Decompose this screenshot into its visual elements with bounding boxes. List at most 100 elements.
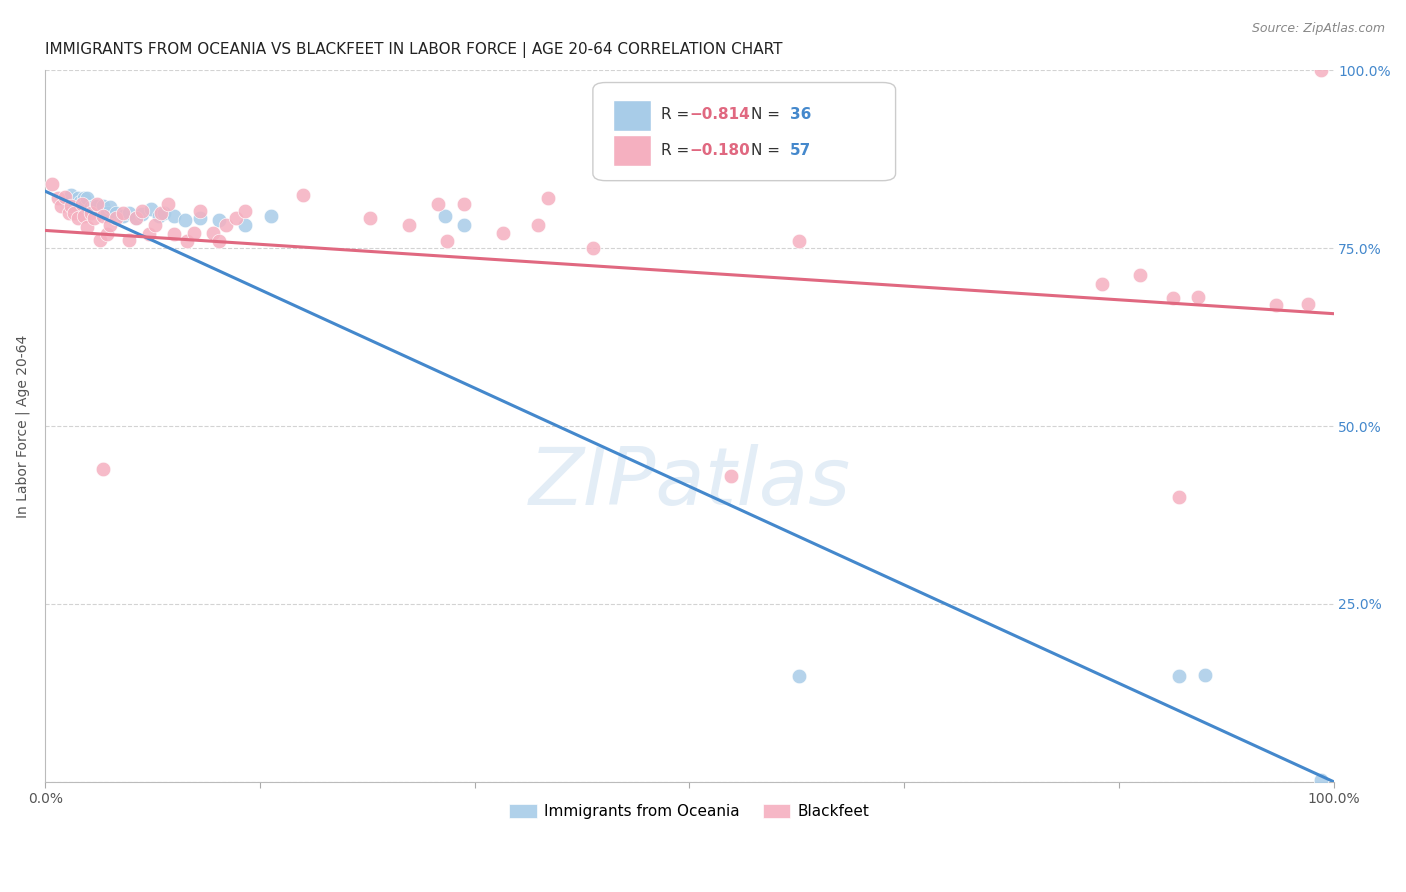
Point bbox=[118, 205, 141, 219]
Point bbox=[138, 227, 160, 241]
Point bbox=[233, 219, 256, 233]
Point bbox=[86, 198, 108, 212]
Point bbox=[62, 198, 84, 212]
Point bbox=[201, 226, 224, 240]
Point bbox=[96, 205, 118, 219]
Point bbox=[105, 211, 128, 226]
Point bbox=[111, 205, 134, 219]
Point bbox=[150, 205, 173, 219]
Point bbox=[453, 197, 475, 211]
Point bbox=[173, 212, 195, 227]
Point bbox=[143, 219, 166, 233]
Point bbox=[215, 219, 238, 233]
Point bbox=[93, 461, 115, 475]
Point bbox=[1161, 291, 1184, 305]
Text: R =: R = bbox=[661, 107, 695, 122]
Point bbox=[436, 234, 458, 248]
Point bbox=[1091, 277, 1114, 291]
Point bbox=[1264, 298, 1286, 312]
Point bbox=[49, 198, 72, 212]
Point bbox=[62, 205, 84, 219]
Point bbox=[41, 178, 63, 192]
Point bbox=[153, 205, 176, 219]
Point bbox=[1309, 773, 1331, 788]
Point bbox=[93, 198, 115, 212]
Point bbox=[79, 200, 101, 214]
Point bbox=[188, 204, 211, 219]
FancyBboxPatch shape bbox=[613, 100, 651, 131]
Point bbox=[83, 211, 105, 226]
Text: −0.180: −0.180 bbox=[689, 143, 751, 158]
Point bbox=[76, 191, 98, 205]
Point bbox=[208, 212, 231, 227]
Point bbox=[96, 227, 118, 241]
Point bbox=[260, 209, 283, 223]
Legend: Immigrants from Oceania, Blackfeet: Immigrants from Oceania, Blackfeet bbox=[503, 798, 876, 825]
Point bbox=[787, 669, 810, 683]
Point bbox=[453, 219, 475, 233]
Point bbox=[292, 187, 315, 202]
Point bbox=[98, 219, 121, 233]
Point bbox=[66, 211, 89, 226]
FancyBboxPatch shape bbox=[593, 83, 896, 181]
Point bbox=[492, 226, 515, 240]
Point bbox=[105, 205, 128, 219]
Point bbox=[73, 191, 96, 205]
Point bbox=[60, 198, 83, 212]
Text: ZIPatlas: ZIPatlas bbox=[529, 444, 851, 522]
Point bbox=[73, 198, 96, 212]
Point bbox=[176, 234, 198, 248]
Text: IMMIGRANTS FROM OCEANIA VS BLACKFEET IN LABOR FORCE | AGE 20-64 CORRELATION CHAR: IMMIGRANTS FROM OCEANIA VS BLACKFEET IN … bbox=[45, 42, 783, 58]
Point bbox=[98, 200, 121, 214]
Text: N =: N = bbox=[751, 107, 785, 122]
Point bbox=[73, 209, 96, 223]
Point bbox=[139, 202, 162, 216]
Point bbox=[79, 205, 101, 219]
Point bbox=[225, 211, 247, 226]
Point bbox=[60, 187, 83, 202]
Point bbox=[537, 191, 560, 205]
Text: 57: 57 bbox=[790, 143, 811, 158]
Point bbox=[86, 197, 108, 211]
Point bbox=[359, 211, 381, 226]
Point bbox=[124, 211, 146, 226]
Point bbox=[1168, 490, 1191, 504]
Point bbox=[131, 204, 153, 219]
Point bbox=[183, 226, 205, 240]
Point bbox=[148, 209, 170, 223]
Point bbox=[787, 234, 810, 248]
Point bbox=[433, 209, 456, 223]
Text: Source: ZipAtlas.com: Source: ZipAtlas.com bbox=[1251, 22, 1385, 36]
Point bbox=[208, 234, 231, 248]
Point bbox=[1187, 290, 1209, 304]
Point bbox=[118, 233, 141, 247]
Point bbox=[163, 209, 186, 223]
Point bbox=[48, 191, 70, 205]
Text: N =: N = bbox=[751, 143, 785, 158]
Point bbox=[131, 207, 153, 221]
Point bbox=[526, 219, 548, 233]
FancyBboxPatch shape bbox=[613, 136, 651, 167]
Point bbox=[70, 198, 93, 212]
Point bbox=[1296, 296, 1319, 310]
Point bbox=[188, 211, 211, 226]
Point bbox=[582, 241, 605, 255]
Point bbox=[90, 205, 112, 219]
Y-axis label: In Labor Force | Age 20-64: In Labor Force | Age 20-64 bbox=[15, 334, 30, 517]
Text: R =: R = bbox=[661, 143, 695, 158]
Text: −0.814: −0.814 bbox=[689, 107, 751, 122]
Point bbox=[1194, 668, 1216, 682]
Text: 36: 36 bbox=[790, 107, 811, 122]
Point bbox=[58, 205, 80, 219]
Point bbox=[76, 219, 98, 234]
Point bbox=[66, 191, 89, 205]
Point bbox=[720, 468, 742, 483]
Point bbox=[58, 191, 80, 205]
Point bbox=[83, 198, 105, 212]
Point bbox=[156, 197, 179, 211]
Point bbox=[1129, 268, 1152, 283]
Point bbox=[89, 233, 111, 247]
Point bbox=[1309, 63, 1331, 78]
Point bbox=[111, 209, 134, 223]
Point bbox=[427, 197, 450, 211]
